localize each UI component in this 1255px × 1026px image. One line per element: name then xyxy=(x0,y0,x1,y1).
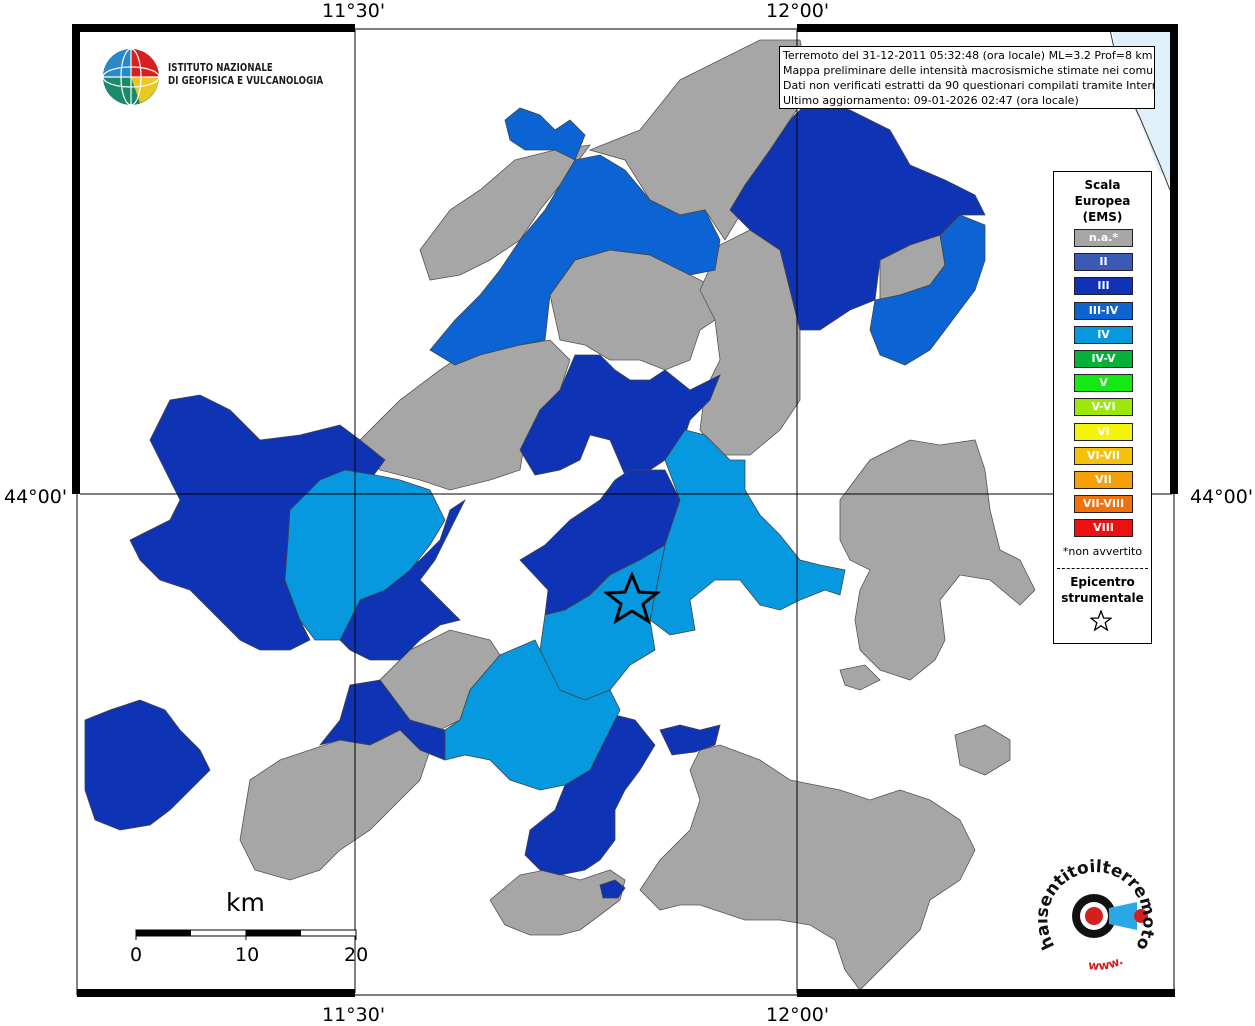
legend-item-vi-vii: VI-VII xyxy=(1074,446,1133,465)
ems-legend: Scala Europea (EMS) n.a.* II III III-IV IV IV… xyxy=(1053,171,1152,644)
event-info-line1: Terremoto del 31-12-2011 05:32:48 (ora l… xyxy=(783,49,1153,62)
ingv-logo-text: ISTITUTO NAZIONALE DI GEOFISICA E VULCAN… xyxy=(168,62,323,88)
legend-item-iii-iv: III-IV xyxy=(1074,301,1133,320)
municipality-na-southeast-small xyxy=(954,724,1011,776)
event-info-line4: Ultimo aggiornamento: 09-01-2026 02:47 (… xyxy=(783,94,1079,107)
haisentito-logo[interactable]: haisentitoilterremoto.it www. xyxy=(1037,856,1157,976)
scale-tick-20: 20 xyxy=(344,944,369,966)
legend-item-ii: II xyxy=(1074,253,1133,272)
event-info-box: Terremoto del 31-12-2011 05:32:48 (ora l… xyxy=(779,46,1155,109)
legend-item-iv-v: IV-V xyxy=(1074,350,1133,368)
top-lon-label-2: 12°00' xyxy=(766,0,830,22)
ingv-name-line2: DI GEOFISICA E VULCANOLOGIA xyxy=(168,75,324,87)
municipality-na-southwest xyxy=(239,729,431,881)
legend-item-iv: IV xyxy=(1074,325,1133,344)
hst-brand-prefix: www. xyxy=(1088,953,1126,973)
municipality-iii-far-west xyxy=(84,699,211,831)
legend-epicenter-line1: Epicentro xyxy=(1070,575,1135,589)
event-info-line2: Mappa preliminare delle intensità macros… xyxy=(783,64,1155,77)
left-lat-label: 44°00' xyxy=(4,486,68,508)
municipality-iv-west xyxy=(284,469,446,641)
legend-title-line2: Europea xyxy=(1074,194,1131,208)
svg-text:www.: www. xyxy=(1088,953,1126,973)
legend-item-v: V xyxy=(1074,374,1133,393)
legend-title-line3: (EMS) xyxy=(1082,210,1123,224)
municipality-iii-iv-northeast xyxy=(869,214,986,366)
municipality-iii-iv-north-tip xyxy=(504,107,586,161)
scale-bar xyxy=(135,929,357,940)
municipality-na-east-big xyxy=(839,439,1036,681)
municipality-iv-south-large xyxy=(444,639,621,791)
legend-item-n-a-: n.a.* xyxy=(1074,229,1133,247)
legend-item-iii: III xyxy=(1074,277,1133,296)
legend-separator xyxy=(1057,568,1148,569)
legend-note: *non avvertito xyxy=(1062,545,1143,558)
legend-item-v-vi: V-VI xyxy=(1074,398,1133,417)
event-info-line3: Dati non verificati estratti da 90 quest… xyxy=(783,79,1155,92)
municipality-iii-iv-north-center xyxy=(429,154,721,366)
legend-item-vii: VII xyxy=(1074,471,1133,489)
scale-tick-10: 10 xyxy=(235,944,260,966)
bottom-lon-label-2: 12°00' xyxy=(766,1004,830,1026)
epicenter-star-icon xyxy=(602,571,662,625)
scale-tick-0: 0 xyxy=(130,944,143,966)
municipality-iii-center-north xyxy=(519,354,721,476)
right-lat-label: 44°00' xyxy=(1190,486,1254,508)
ingv-name-line1: ISTITUTO NAZIONALE xyxy=(168,62,273,74)
legend-item-vi: VI xyxy=(1074,422,1133,441)
legend-title-line1: Scala xyxy=(1084,178,1121,192)
municipality-na-south-center xyxy=(489,869,626,936)
legend-epicenter-label: Epicentro strumentale xyxy=(1054,574,1151,606)
ingv-globe-icon xyxy=(102,48,160,106)
municipality-iii-south-tiny xyxy=(599,879,626,899)
legend-epicenter-line2: strumentale xyxy=(1061,591,1144,605)
bottom-lon-label-1: 11°30' xyxy=(322,1004,386,1026)
legend-star-icon xyxy=(1090,610,1112,632)
municipality-na-southeast-large xyxy=(639,744,976,991)
municipality-iv-east xyxy=(649,429,846,636)
legend-item-viii: VIII xyxy=(1074,519,1133,538)
legend-item-vii-viii: VII-VIII xyxy=(1074,495,1133,514)
municipality-na-east-island xyxy=(839,664,881,691)
municipality-iii-south-small xyxy=(659,724,721,756)
scale-unit-label: km xyxy=(226,888,265,917)
map-frame-bars xyxy=(72,24,1178,997)
top-lon-label-1: 11°30' xyxy=(322,0,386,22)
legend-title: Scala Europea (EMS) xyxy=(1054,177,1151,225)
